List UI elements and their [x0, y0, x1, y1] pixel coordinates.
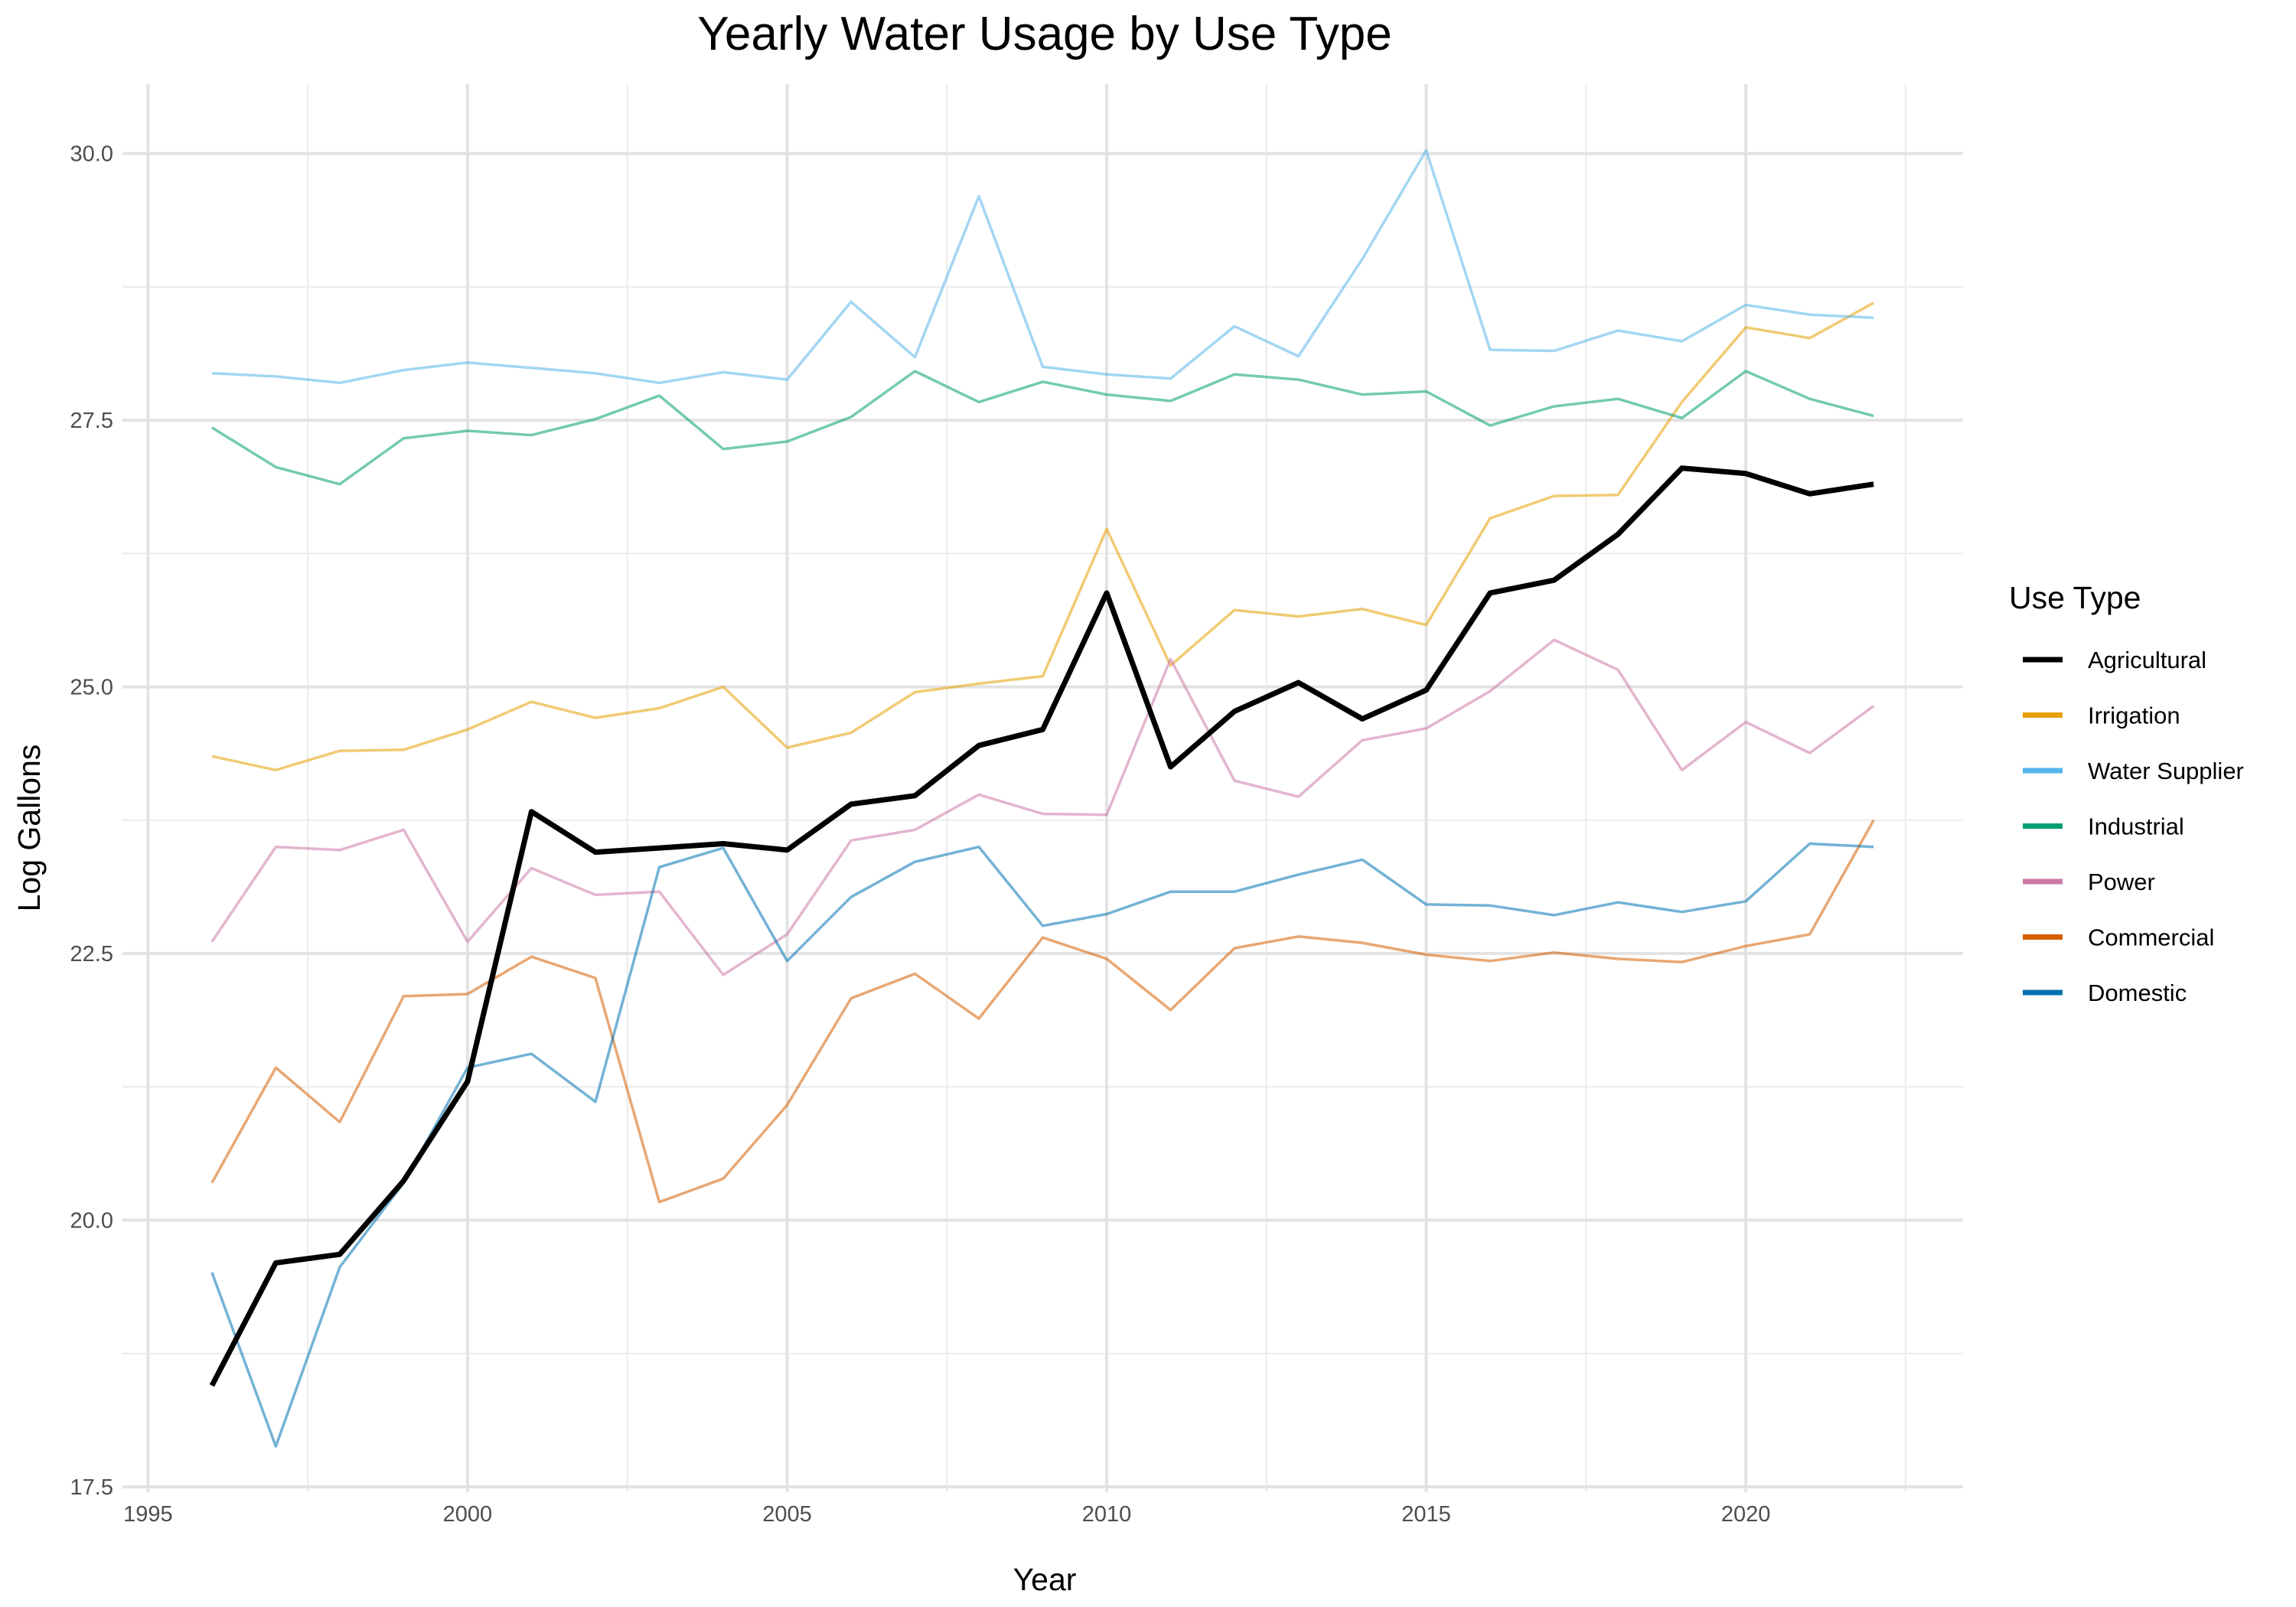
grid [122, 84, 1963, 1492]
legend-label-agricultural: Agricultural [2088, 647, 2206, 673]
x-tick-label: 2005 [762, 1502, 812, 1527]
series-line-water-supplier [211, 148, 1874, 385]
series-line-commercial [210, 819, 1875, 1204]
legend-label-industrial: Industrial [2088, 813, 2184, 840]
y-axis-ticks: 17.5 20.0 22.5 25.0 27.5 30.0 [70, 142, 113, 1500]
legend: Use Type Agricultural Irrigation Water Sup… [2009, 580, 2244, 1006]
chart-title: Yearly Water Usage by Use Type [697, 8, 1391, 60]
x-axis-title: Year [1013, 1562, 1077, 1597]
series-lines [209, 148, 1875, 1448]
legend-label-water-supplier: Water Supplier [2088, 758, 2244, 784]
x-axis-ticks: 1995 2000 2005 2010 2015 2020 [123, 1502, 1770, 1527]
x-tick-label: 2020 [1721, 1502, 1771, 1527]
x-tick-label: 2010 [1082, 1502, 1132, 1527]
x-tick-label: 1995 [123, 1502, 173, 1527]
series-line-power [210, 638, 1875, 976]
legend-title: Use Type [2009, 580, 2141, 615]
legend-label-power: Power [2088, 869, 2155, 895]
x-tick-label: 2015 [1401, 1502, 1451, 1527]
series-line-domestic [210, 842, 1874, 1448]
legend-label-commercial: Commercial [2088, 924, 2214, 951]
y-tick-label: 30.0 [70, 142, 113, 167]
series-line-agricultural [209, 465, 1874, 1387]
y-axis-title: Log Gallons [11, 745, 47, 912]
y-tick-label: 20.0 [70, 1209, 113, 1234]
legend-label-domestic: Domestic [2088, 980, 2187, 1006]
y-tick-label: 25.0 [70, 676, 113, 700]
y-tick-label: 27.5 [70, 409, 113, 433]
y-tick-label: 22.5 [70, 942, 113, 966]
legend-label-irrigation: Irrigation [2088, 702, 2180, 729]
series-line-industrial [210, 370, 1874, 486]
y-tick-label: 17.5 [70, 1475, 113, 1500]
series-line-irrigation [211, 302, 1874, 772]
x-tick-label: 2000 [443, 1502, 493, 1527]
